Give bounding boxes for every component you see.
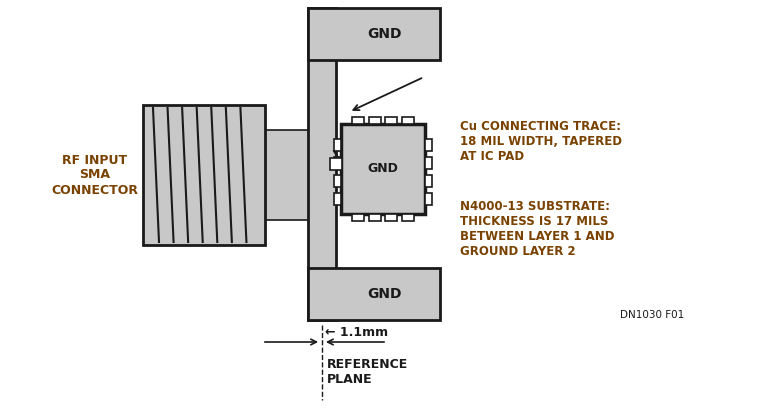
Bar [334, 139, 341, 151]
Bar [265, 130, 310, 220]
Bar [308, 268, 440, 320]
Bar [334, 193, 341, 204]
Bar [334, 157, 341, 169]
Bar [308, 8, 440, 60]
Bar [369, 214, 381, 221]
Bar [352, 117, 364, 124]
Bar [334, 175, 341, 187]
Text: GND: GND [367, 27, 401, 41]
Text: N4000-13 SUBSTRATE:
THICKNESS IS 17 MILS
BETWEEN LAYER 1 AND
GROUND LAYER 2: N4000-13 SUBSTRATE: THICKNESS IS 17 MILS… [460, 200, 614, 258]
Text: GND: GND [367, 287, 401, 301]
Bar [330, 158, 342, 170]
Bar [336, 60, 440, 268]
Bar [143, 105, 265, 245]
Bar [352, 214, 364, 221]
Text: REFERENCE
PLANE: REFERENCE PLANE [327, 358, 408, 386]
Bar [425, 175, 432, 187]
Bar [341, 124, 425, 214]
Bar [402, 214, 414, 221]
Text: Cu CONNECTING TRACE:
18 MIL WIDTH, TAPERED
AT IC PAD: Cu CONNECTING TRACE: 18 MIL WIDTH, TAPER… [460, 120, 622, 163]
Bar [402, 117, 414, 124]
Bar [385, 214, 398, 221]
Bar [308, 8, 336, 320]
Text: GND: GND [368, 162, 398, 175]
Bar [425, 193, 432, 204]
Text: ← 1.1mm: ← 1.1mm [325, 326, 388, 339]
Bar [385, 117, 398, 124]
Bar [425, 157, 432, 169]
Text: DN1030 F01: DN1030 F01 [620, 310, 684, 320]
Text: RF INPUT
SMA
CONNECTOR: RF INPUT SMA CONNECTOR [51, 153, 139, 196]
Bar [369, 117, 381, 124]
Bar [425, 139, 432, 151]
